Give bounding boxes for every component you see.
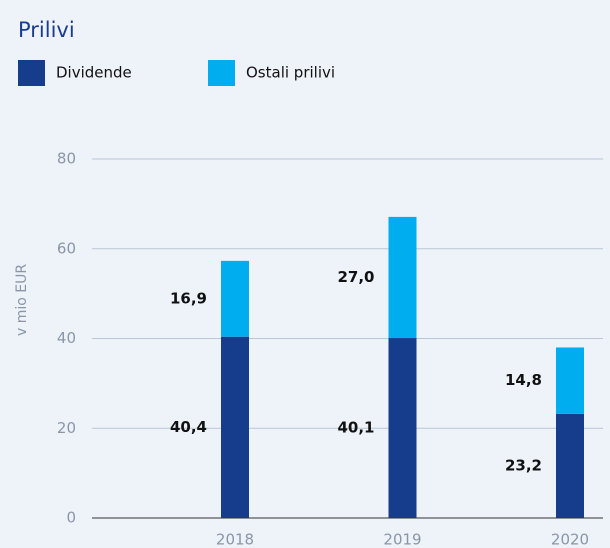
- data-label: 23,2: [505, 456, 542, 474]
- x-tick-label: 2019: [383, 531, 421, 548]
- bar-segment: [388, 216, 417, 339]
- data-label: 40,1: [337, 419, 374, 437]
- y-tick-label: 80: [57, 150, 76, 168]
- data-label: 14,8: [505, 371, 542, 389]
- y-tick-label: 60: [57, 239, 76, 257]
- y-tick-label: 40: [57, 329, 76, 347]
- data-label: 16,9: [170, 289, 207, 307]
- bar-segment: [221, 336, 249, 518]
- bar-segment: [221, 260, 249, 337]
- legend-swatch: [208, 60, 235, 86]
- legend-label: Ostali prilivi: [246, 64, 335, 82]
- x-tick-label: 2018: [216, 531, 254, 548]
- y-tick-label: 20: [57, 419, 76, 437]
- data-label: 40,4: [170, 418, 207, 436]
- legend-label: Dividende: [56, 64, 132, 82]
- y-axis-label: v mio EUR: [14, 264, 30, 336]
- bar-segment: [556, 413, 584, 518]
- bar-segment: [556, 347, 584, 414]
- bar-segment: [388, 338, 417, 518]
- data-label: 27,0: [337, 268, 374, 286]
- chart-title: Prilivi: [18, 18, 75, 42]
- y-tick-label: 0: [66, 509, 76, 527]
- x-tick-label: 2020: [551, 531, 589, 548]
- legend-swatch: [18, 60, 45, 86]
